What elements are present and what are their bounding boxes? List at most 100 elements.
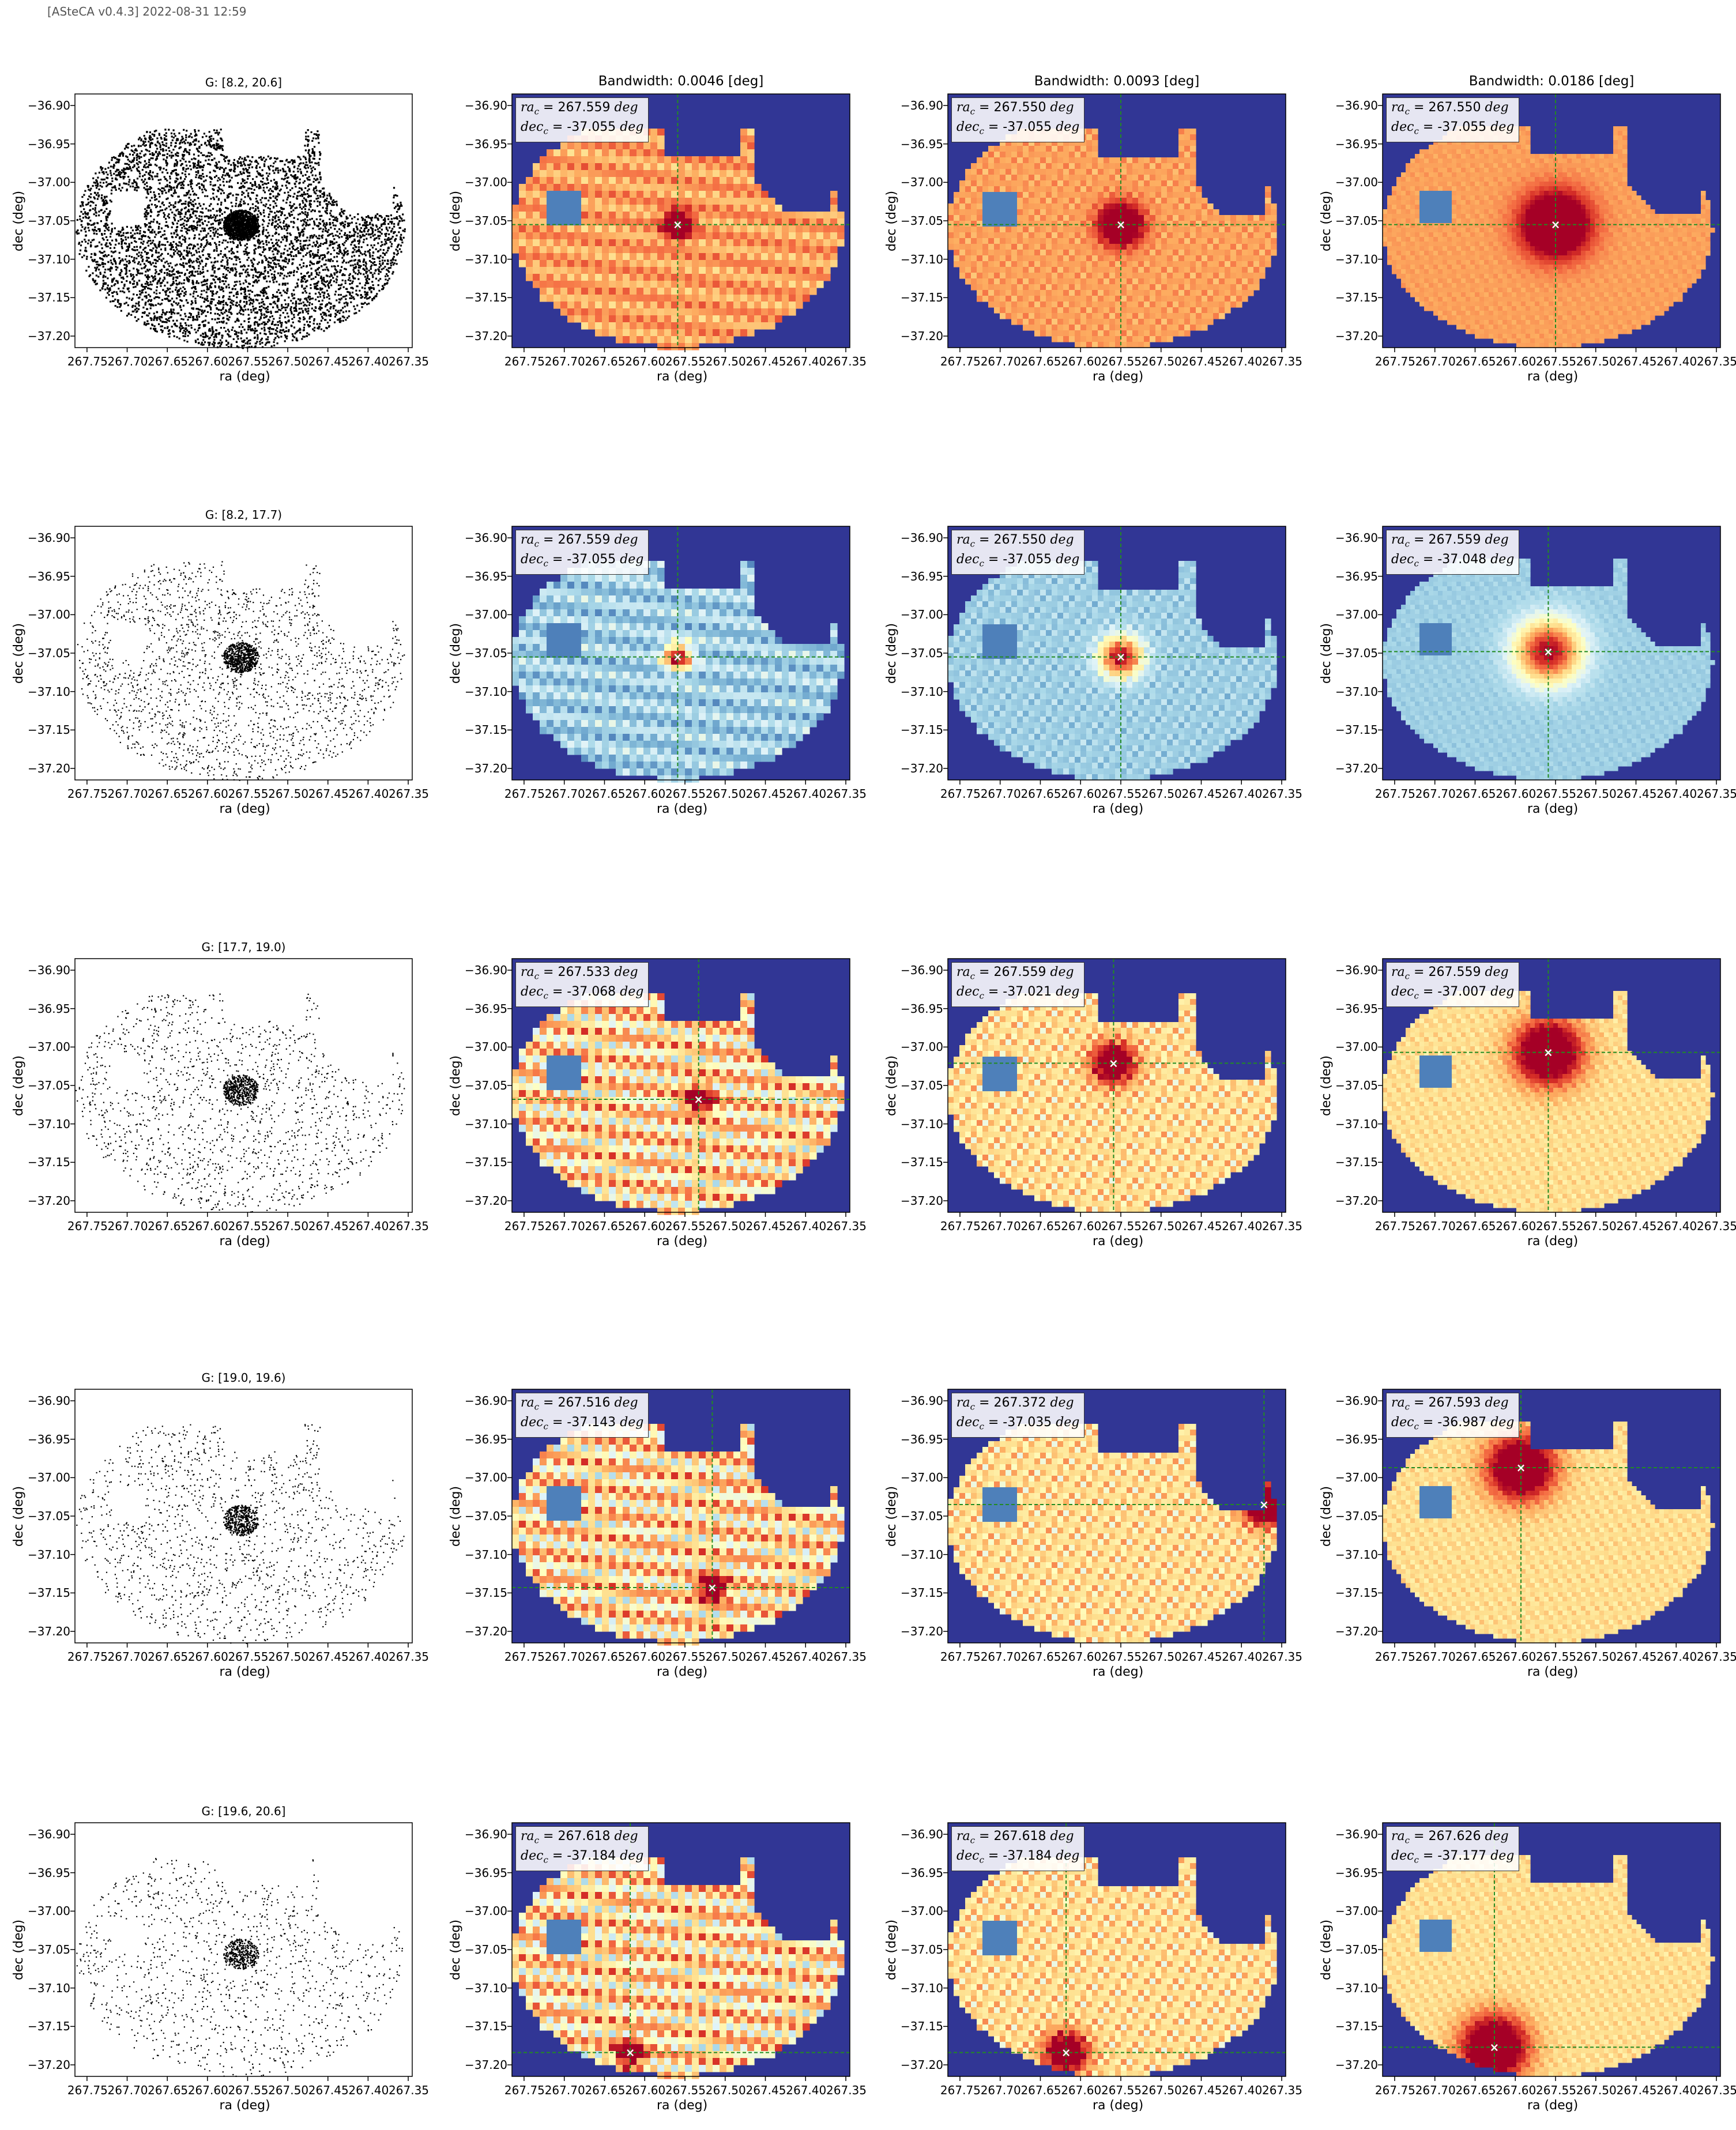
center-info-box: rac = 267.559 deg decc = -37.007 deg [1386,962,1520,1007]
y-tick-label: −37.05 [901,1943,943,1956]
y-tick-label: −37.10 [901,1981,943,1995]
y-tick-label: −37.15 [901,723,943,737]
y-tick-label: −36.90 [901,531,943,545]
x-tick-label: 267.40 [1656,1219,1697,1233]
y-tick-label: −36.90 [1335,531,1378,545]
x-tick-label: 267.50 [1142,1219,1182,1233]
y-tick-label: −37.15 [28,723,70,737]
x-axis-label: ra (deg) [1527,370,1578,384]
center-info-box: rac = 267.550 deg decc = -37.055 deg [1386,97,1520,142]
y-tick-label: −37.15 [901,291,943,304]
y-tick-label: −37.20 [901,1194,943,1208]
y-tick-label: −37.15 [901,1586,943,1600]
x-tick-label: 267.60 [1061,1219,1101,1233]
center-ra-line: rac = 267.559 deg [1391,532,1514,552]
center-info-box: rac = 267.626 deg decc = -37.177 deg [1386,1826,1520,1871]
center-dec-line: decc = -37.184 deg [521,1848,643,1868]
y-tick-label: −36.95 [28,1002,70,1016]
y-tick-label: −37.15 [1335,1586,1378,1600]
x-axis-label: ra (deg) [1093,2098,1143,2113]
x-tick-label: 267.60 [1061,1650,1101,1664]
x-tick-label: 267.35 [826,2083,867,2097]
x-tick-label: 267.75 [504,1650,545,1664]
center-marker: × [1516,1461,1526,1475]
y-tick-label: −37.20 [901,2058,943,2072]
x-tick-label: 267.60 [625,1219,665,1233]
x-tick-label: 267.75 [1375,1219,1415,1233]
kde-density-map: × [507,958,850,1217]
x-tick-label: 267.65 [585,787,625,801]
x-axis-label: ra (deg) [220,802,270,816]
kde-cells [948,993,1277,1213]
y-axis-label: dec (deg) [449,191,463,251]
y-tick-label: −37.05 [1335,214,1378,228]
x-tick-label: 267.60 [1496,787,1536,801]
x-tick-label: 267.35 [826,1650,867,1664]
y-tick-label: −37.10 [901,252,943,266]
x-tick-label: 267.65 [1455,787,1496,801]
y-axis-label: dec (deg) [12,191,26,251]
x-tick-label: 267.50 [1576,787,1617,801]
scatter-title: G: [8.2, 20.6] [75,76,412,89]
x-tick-label: 267.75 [1375,787,1415,801]
y-tick-label: −37.10 [28,1117,70,1131]
scatter-plot [70,526,413,785]
center-dec-line: decc = -37.007 deg [1391,984,1514,1004]
kde-density-map: × [507,526,850,785]
x-tick-label: 267.70 [108,1650,148,1664]
scatter-plot [70,1389,413,1648]
x-tick-label: 267.40 [348,787,389,801]
x-tick-label: 267.75 [940,1650,981,1664]
center-dec-value: -37.035 [1003,1415,1052,1430]
x-tick-label: 267.40 [786,1650,826,1664]
y-tick-label: −37.20 [1335,329,1378,343]
y-tick-label: −36.95 [28,570,70,583]
center-marker: × [1116,650,1126,664]
center-dec-value: -37.143 [567,1415,616,1430]
x-tick-label: 267.70 [981,787,1021,801]
y-tick-label: −37.00 [28,608,70,621]
x-tick-label: 267.70 [1415,2083,1456,2097]
center-dec-value: -37.184 [1003,1849,1052,1863]
x-tick-label: 267.50 [1576,1219,1617,1233]
y-tick-label: −37.20 [28,2058,70,2072]
y-tick-label: −37.00 [1335,1040,1378,1054]
x-tick-label: 267.65 [1020,787,1061,801]
x-tick-label: 267.75 [940,355,981,368]
y-tick-label: −37.15 [28,291,70,304]
x-axis-label: ra (deg) [1093,1234,1143,1249]
center-info-box: rac = 267.533 deg decc = -37.068 deg [515,962,649,1007]
kde-density-map: × [943,958,1286,1217]
center-ra-line: rac = 267.618 deg [957,1829,1079,1848]
y-tick-label: −37.15 [28,1586,70,1600]
x-tick-label: 267.35 [1697,1219,1736,1233]
y-tick-label: −36.90 [28,963,70,977]
y-tick-label: −37.05 [901,1509,943,1523]
y-tick-label: −36.90 [901,1827,943,1841]
y-tick-label: −37.15 [465,723,507,737]
x-tick-label: 267.55 [1536,787,1576,801]
x-tick-label: 267.65 [148,2083,188,2097]
center-ra-value: 267.618 [993,1829,1046,1844]
y-tick-label: −36.90 [465,99,507,112]
x-axis-label: ra (deg) [220,370,270,384]
x-tick-label: 267.55 [1101,1650,1142,1664]
y-tick-label: −36.95 [1335,570,1378,583]
x-tick-label: 267.55 [1101,2083,1142,2097]
kde-cells [948,1424,1277,1643]
x-tick-label: 267.75 [67,1219,108,1233]
x-tick-label: 267.70 [108,787,148,801]
kde-density-map: × [943,1389,1286,1648]
y-axis-label: dec (deg) [884,1486,899,1547]
x-tick-label: 267.65 [1020,1650,1061,1664]
x-tick-label: 267.35 [389,1650,429,1664]
x-tick-label: 267.50 [1576,355,1617,368]
kde-cells [1383,1855,1715,2077]
x-tick-label: 267.65 [585,1219,625,1233]
y-tick-label: −37.00 [901,608,943,621]
center-dec-value: -36.987 [1437,1415,1486,1430]
x-tick-label: 267.40 [348,355,389,368]
x-tick-label: 267.45 [308,1650,349,1664]
y-tick-label: −37.10 [901,1117,943,1131]
center-marker: × [694,1092,703,1106]
